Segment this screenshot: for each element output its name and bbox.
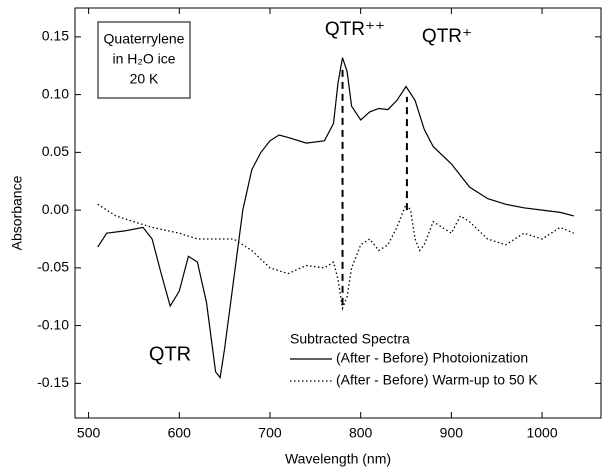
y-tick-label: -0.10 <box>37 316 69 332</box>
legend-label: (After - Before) Warm-up to 50 K <box>336 372 538 388</box>
y-tick-label: 0.15 <box>42 28 69 44</box>
x-tick-label: 600 <box>168 425 192 441</box>
series-line <box>97 203 575 311</box>
x-tick-label: 800 <box>349 425 373 441</box>
inset-text: in H₂O ice <box>112 51 175 67</box>
y-tick-label: 0.05 <box>42 143 69 159</box>
y-tick-label: -0.15 <box>37 374 69 390</box>
x-tick-label: 500 <box>77 425 101 441</box>
legend-label: (After - Before) Photoionization <box>336 350 528 366</box>
y-tick-label: -0.05 <box>37 259 69 275</box>
inset-text: 20 K <box>130 71 159 87</box>
x-tick-label: 700 <box>258 425 282 441</box>
plot-frame <box>74 7 602 419</box>
series-line <box>97 57 574 380</box>
y-tick-label: 0.10 <box>42 85 69 101</box>
x-tick-label: 900 <box>440 425 464 441</box>
y-tick-label: 0.00 <box>42 201 69 217</box>
inset-box <box>97 21 191 99</box>
inset-text: Quaterrylene <box>104 31 185 47</box>
annotation: QTR⁺ <box>422 26 472 47</box>
legend-title: Subtracted Spectra <box>290 331 410 347</box>
x-tick-label: 1000 <box>526 425 557 441</box>
annotation: QTR⁺⁺ <box>325 19 385 40</box>
y-axis-label: Absorbance <box>9 175 25 250</box>
annotation: QTR <box>149 343 191 365</box>
x-axis-label: Wavelength (nm) <box>285 451 391 467</box>
